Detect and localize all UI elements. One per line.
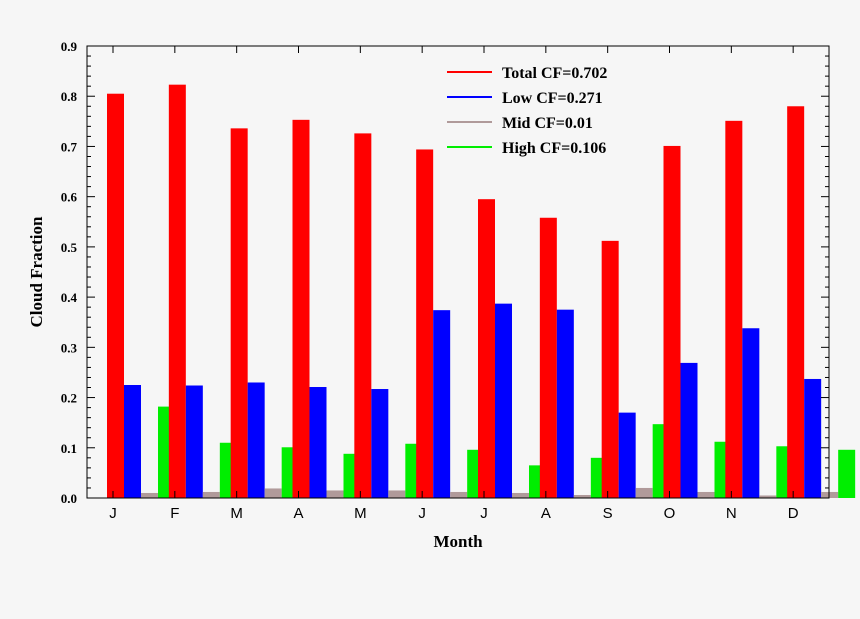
bar-total-1 bbox=[168, 84, 186, 499]
bar-mid-10 bbox=[759, 495, 777, 498]
bar-mid-9 bbox=[697, 491, 715, 498]
x-tick-label: J bbox=[480, 505, 488, 522]
bar-low-3 bbox=[309, 387, 327, 498]
x-tick-label: N bbox=[726, 505, 737, 522]
bar-low-8 bbox=[618, 412, 636, 498]
bar-total-10 bbox=[725, 120, 743, 498]
y-tick-labels: 0.0 0.1 0.2 0.3 0.4 0.5 0.6 0.7 0.8 0.9 bbox=[61, 39, 78, 506]
bar-high-11 bbox=[838, 449, 856, 498]
bar-mid-3 bbox=[326, 490, 344, 498]
bar-total-7 bbox=[539, 217, 557, 498]
bar-total-0 bbox=[107, 93, 124, 499]
bar-mid-8 bbox=[635, 487, 653, 498]
bar-low-7 bbox=[556, 309, 574, 498]
bar-total-2 bbox=[230, 128, 248, 499]
y-tick-label: 0.8 bbox=[61, 89, 78, 104]
x-tick-label: F bbox=[170, 505, 179, 522]
y-tick-label: 0.7 bbox=[61, 139, 78, 154]
x-tick-label: S bbox=[603, 505, 613, 522]
bar-total-6 bbox=[478, 199, 495, 498]
legend-label: Low CF=0.271 bbox=[502, 90, 603, 107]
y-tick-label: 0.4 bbox=[61, 290, 78, 305]
bar-mid-0 bbox=[141, 492, 158, 498]
bar-total-3 bbox=[292, 119, 310, 498]
bar-mid-11 bbox=[821, 491, 839, 498]
bar-mid-2 bbox=[264, 488, 282, 498]
x-tick-label: M bbox=[230, 505, 243, 522]
bar-low-2 bbox=[247, 382, 265, 498]
bar-total-11 bbox=[787, 106, 805, 499]
x-tick-label: M bbox=[354, 505, 367, 522]
bar-mid-1 bbox=[202, 491, 220, 498]
x-tick-label: J bbox=[418, 505, 426, 522]
bar-mid-5 bbox=[450, 491, 468, 498]
y-tick-label: 0.3 bbox=[61, 340, 78, 355]
y-tick-label: 0.9 bbox=[61, 39, 78, 54]
legend-label: High CF=0.106 bbox=[502, 140, 606, 157]
x-tick-label: A bbox=[541, 505, 551, 522]
x-axis-label: Month bbox=[433, 532, 483, 551]
x-tick-label: D bbox=[788, 505, 799, 522]
plot-frame bbox=[86, 45, 830, 499]
x-tick-label: J bbox=[109, 505, 117, 522]
y-tick-label: 0.6 bbox=[61, 190, 78, 205]
bar-mid-4 bbox=[388, 490, 406, 498]
bar-low-6 bbox=[495, 303, 512, 498]
bar-low-9 bbox=[680, 362, 698, 498]
x-tick-label: O bbox=[664, 505, 676, 522]
bar-total-8 bbox=[601, 240, 619, 499]
legend-label: Total CF=0.702 bbox=[502, 65, 607, 82]
bar-low-4 bbox=[371, 389, 389, 498]
bars-group bbox=[107, 84, 856, 499]
bar-total-5 bbox=[416, 149, 434, 498]
legend-label: Mid CF=0.01 bbox=[502, 115, 593, 132]
bar-mid-7 bbox=[573, 494, 591, 498]
y-tick-label: 0.0 bbox=[61, 491, 77, 506]
x-tick-label: A bbox=[293, 505, 303, 522]
bar-low-5 bbox=[433, 310, 451, 498]
legend: Total CF=0.702 Low CF=0.271 Mid CF=0.01 Hig… bbox=[447, 65, 607, 157]
bar-total-4 bbox=[354, 133, 372, 498]
axis-ticks bbox=[87, 45, 829, 499]
y-axis-label: Cloud Fraction bbox=[27, 216, 46, 328]
bar-low-0 bbox=[124, 385, 141, 498]
bar-low-1 bbox=[185, 385, 203, 498]
y-tick-label: 0.5 bbox=[61, 240, 78, 255]
y-tick-label: 0.1 bbox=[61, 441, 77, 456]
bar-total-9 bbox=[663, 145, 681, 498]
y-tick-label: 0.2 bbox=[61, 391, 77, 406]
bar-mid-6 bbox=[512, 492, 529, 498]
bar-low-10 bbox=[742, 328, 760, 498]
bar-low-11 bbox=[804, 378, 822, 498]
